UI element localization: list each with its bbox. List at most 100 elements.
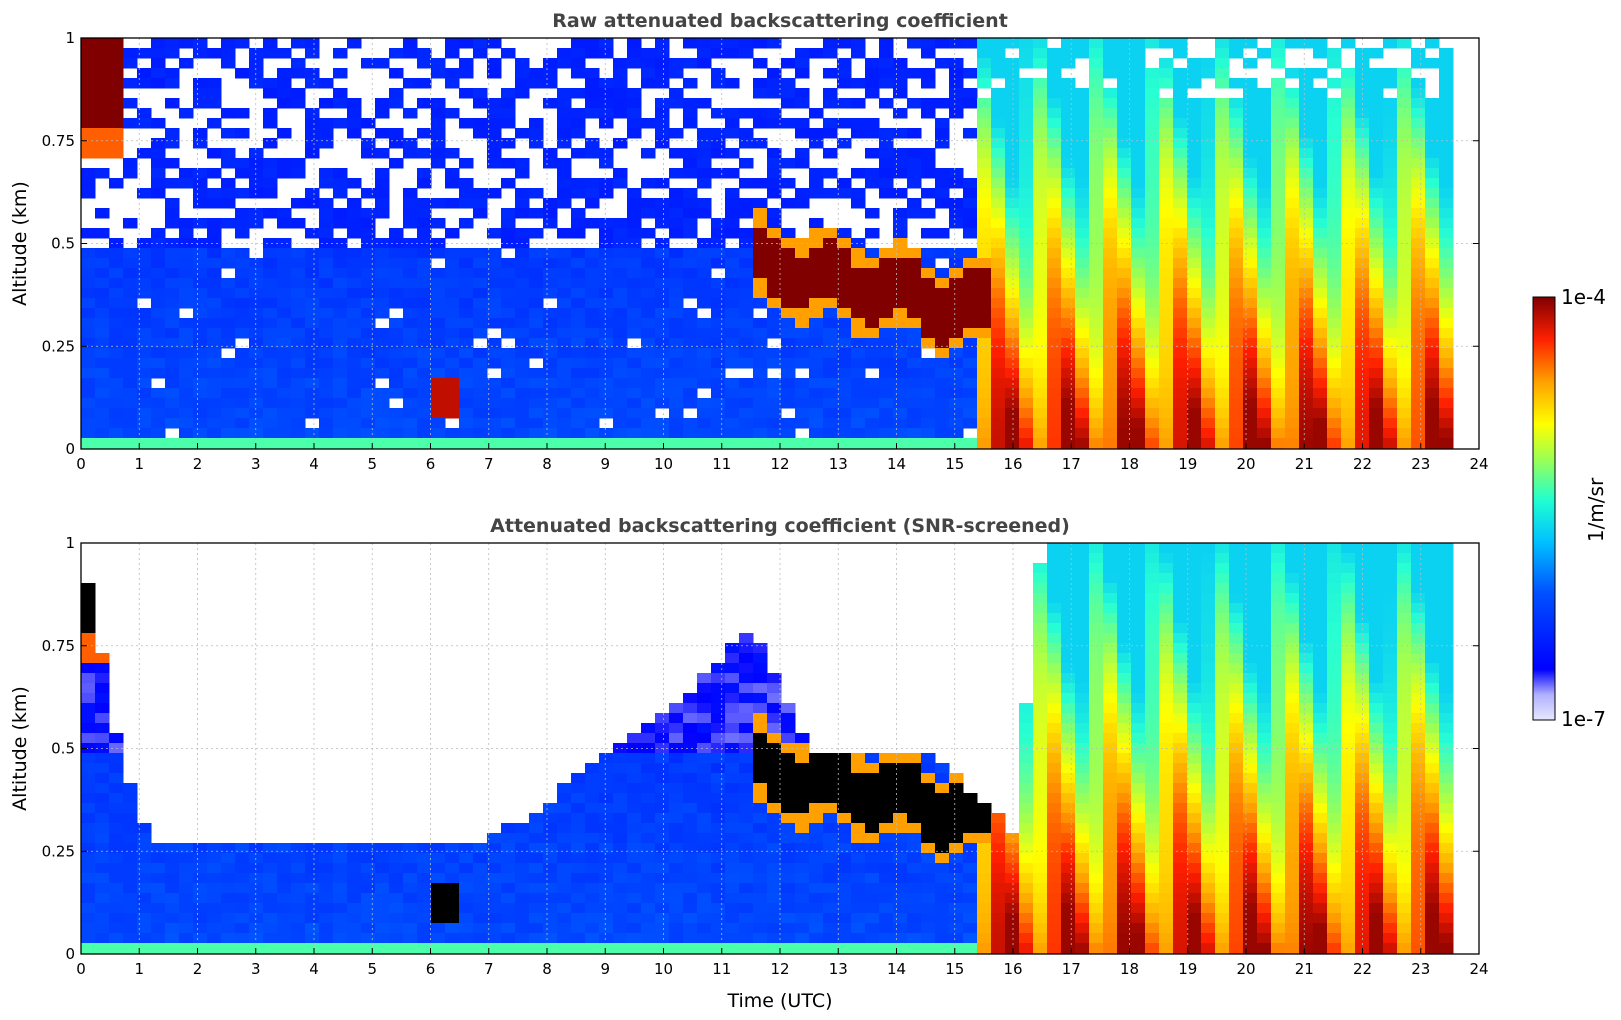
heatmap-cell — [613, 408, 628, 419]
heatmap-cell — [1257, 138, 1272, 149]
heatmap-cell — [123, 853, 138, 864]
heatmap-cell — [1117, 88, 1132, 99]
heatmap-cell — [641, 813, 656, 824]
heatmap-cell — [557, 178, 572, 189]
heatmap-cell — [753, 298, 768, 309]
heatmap-cell — [1313, 378, 1328, 389]
heatmap-cell — [571, 68, 586, 79]
heatmap-cell — [165, 853, 180, 864]
heatmap-cell — [95, 418, 110, 429]
heatmap-cell — [991, 138, 1006, 149]
heatmap-cell — [571, 913, 586, 924]
heatmap-cell — [403, 368, 418, 379]
heatmap-cell — [1033, 763, 1048, 774]
heatmap-cell — [1313, 418, 1328, 429]
heatmap-cell — [683, 853, 698, 864]
heatmap-cell — [711, 138, 726, 149]
heatmap-cell — [1089, 58, 1104, 69]
heatmap-cell — [865, 853, 880, 864]
heatmap-cell — [361, 348, 376, 359]
heatmap-cell — [711, 683, 726, 694]
heatmap-cell — [1131, 268, 1146, 279]
heatmap-cell — [81, 288, 96, 299]
heatmap-cell — [1005, 268, 1020, 279]
heatmap-cell — [739, 328, 754, 339]
heatmap-cell — [767, 713, 782, 724]
heatmap-cell — [949, 783, 964, 794]
heatmap-cell — [753, 833, 768, 844]
heatmap-cell — [1117, 178, 1132, 189]
heatmap-cell — [935, 368, 950, 379]
heatmap-cell — [389, 903, 404, 914]
heatmap-cell — [1327, 118, 1342, 129]
heatmap-cell — [725, 168, 740, 179]
heatmap-cell — [1369, 48, 1384, 59]
heatmap-cell — [1257, 88, 1272, 99]
heatmap-cell — [319, 198, 334, 209]
heatmap-cell — [277, 853, 292, 864]
heatmap-cell — [249, 258, 264, 269]
heatmap-cell — [431, 118, 446, 129]
heatmap-cell — [417, 268, 432, 279]
heatmap-cell — [935, 793, 950, 804]
heatmap-cell — [725, 128, 740, 139]
x-tick-label: 14 — [887, 455, 906, 473]
heatmap-cell — [921, 398, 936, 409]
heatmap-cell — [291, 268, 306, 279]
heatmap-cell — [1033, 378, 1048, 389]
heatmap-cell — [151, 388, 166, 399]
heatmap-cell — [557, 398, 572, 409]
heatmap-cell — [599, 388, 614, 399]
heatmap-cell — [1075, 653, 1090, 664]
heatmap-cell — [1201, 278, 1216, 289]
heatmap-cell — [95, 683, 110, 694]
heatmap-cell — [1075, 158, 1090, 169]
heatmap-cell — [1257, 178, 1272, 189]
heatmap-cell — [1327, 238, 1342, 249]
heatmap-cell — [991, 338, 1006, 349]
heatmap-cell — [1005, 58, 1020, 69]
heatmap-cell — [921, 428, 936, 439]
heatmap-cell — [389, 278, 404, 289]
heatmap-cell — [263, 158, 278, 169]
heatmap-cell — [1047, 613, 1062, 624]
heatmap-cell — [1005, 428, 1020, 439]
heatmap-cell — [1187, 388, 1202, 399]
heatmap-cell — [627, 288, 642, 299]
heatmap-cell — [641, 348, 656, 359]
heatmap-cell — [95, 38, 110, 49]
heatmap-cell — [977, 923, 992, 934]
heatmap-cell — [1061, 278, 1076, 289]
heatmap-cell — [571, 208, 586, 219]
heatmap-cell — [1411, 408, 1426, 419]
heatmap-cell — [1131, 178, 1146, 189]
heatmap-cell — [277, 218, 292, 229]
heatmap-cell — [207, 853, 222, 864]
heatmap-cell — [1187, 408, 1202, 419]
heatmap-cell — [347, 308, 362, 319]
heatmap-cell — [1313, 108, 1328, 119]
heatmap-cell — [81, 843, 96, 854]
heatmap-cell — [445, 308, 460, 319]
heatmap-cell — [767, 813, 782, 824]
heatmap-cell — [1117, 198, 1132, 209]
heatmap-cell — [1369, 68, 1384, 79]
heatmap-cell — [417, 408, 432, 419]
heatmap-cell — [1019, 843, 1034, 854]
heatmap-cell — [1173, 238, 1188, 249]
heatmap-cell — [613, 348, 628, 359]
heatmap-cell — [669, 733, 684, 744]
heatmap-cell — [1089, 603, 1104, 614]
heatmap-cell — [1383, 438, 1398, 449]
heatmap-cell — [781, 98, 796, 109]
heatmap-cell — [1131, 78, 1146, 89]
heatmap-cell — [361, 388, 376, 399]
heatmap-cell — [319, 98, 334, 109]
heatmap-cell — [193, 923, 208, 934]
heatmap-cell — [669, 853, 684, 864]
heatmap-cell — [851, 318, 866, 329]
heatmap-cell — [893, 58, 908, 69]
heatmap-cell — [1285, 328, 1300, 339]
heatmap-cell — [1299, 68, 1314, 79]
heatmap-cell — [529, 368, 544, 379]
